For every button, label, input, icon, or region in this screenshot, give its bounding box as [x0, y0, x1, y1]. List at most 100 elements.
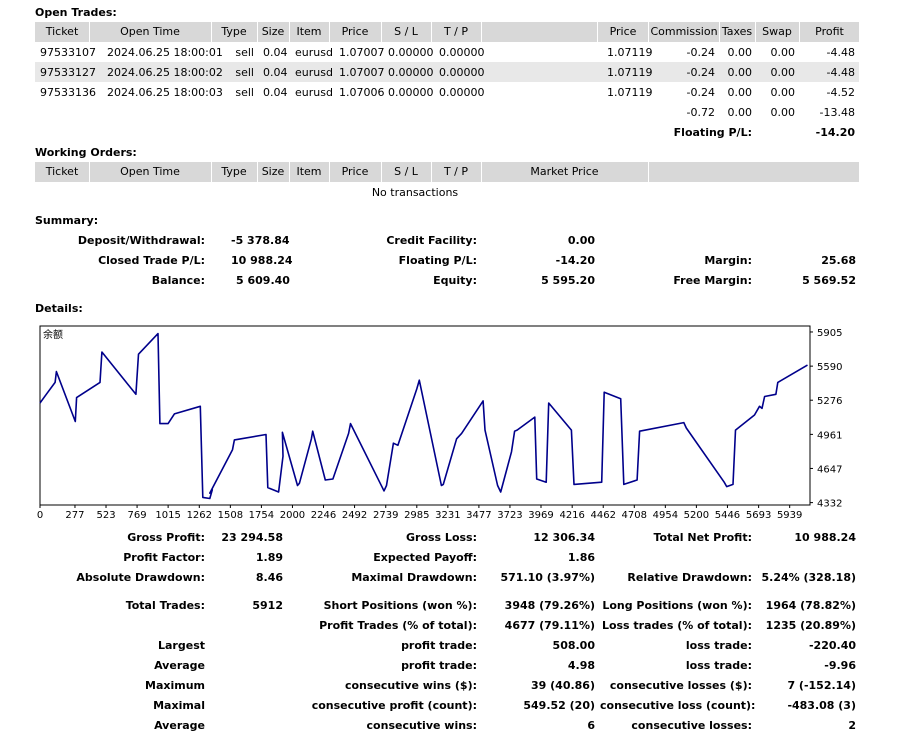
- stat-label: loss trade:: [685, 639, 752, 652]
- stat-value: -483.08 (3): [787, 699, 856, 712]
- stat-value: 1.89: [255, 551, 283, 564]
- credit-value: 0.00: [567, 234, 595, 247]
- open-trades-title: Open Trades:: [35, 6, 117, 19]
- stat-label: Gross Profit:: [127, 531, 205, 544]
- x-tick-label: 4216: [559, 510, 584, 521]
- col-size: Size: [261, 25, 285, 38]
- stat-value: 6: [587, 719, 595, 732]
- stat-value: 4.98: [567, 659, 595, 672]
- stat-value: 2: [848, 719, 856, 732]
- col-open-time: Open Time: [120, 165, 180, 178]
- stat-value: 5912: [252, 599, 283, 612]
- stat-label: profit trade:: [401, 639, 477, 652]
- deposit-label: Deposit/Withdrawal:: [77, 234, 205, 247]
- stat-value: 7 (-152.14): [787, 679, 856, 692]
- balance-chart: 余额 0 277 523 769 1015 1262 1508 1754 2000 2246 2492…: [35, 325, 858, 522]
- stat-label: Relative Drawdown:: [627, 571, 752, 584]
- x-tick-label: 5446: [715, 510, 740, 521]
- col-type: Type: [221, 25, 247, 38]
- x-tick-label: 277: [65, 510, 84, 521]
- stat-value: 12 306.34: [533, 531, 595, 544]
- total-profit: -13.48: [819, 106, 855, 119]
- cell-profit: -4.52: [826, 86, 855, 99]
- stat-label: consecutive profit (count):: [311, 699, 477, 712]
- working-orders-title: Working Orders:: [35, 146, 137, 159]
- equity-label: Equity:: [433, 274, 477, 287]
- free-margin-value: 5 569.52: [802, 274, 856, 287]
- col-commission: Commission: [650, 25, 718, 38]
- deposit-value: -5 378.84: [231, 234, 290, 247]
- stat-value: 571.10 (3.97%): [500, 571, 596, 584]
- col-type: Type: [221, 165, 247, 178]
- margin-label: Margin:: [704, 254, 752, 267]
- y-tick-label: 4647: [817, 464, 842, 475]
- col-item: Item: [296, 25, 322, 38]
- col-swap: Swap: [762, 25, 792, 38]
- totals-row: -0.72 0.00 0.00 -13.48: [35, 102, 859, 122]
- cell-size: 0.04: [263, 66, 288, 79]
- cell-open-time: 2024.06.25 18:00:03: [107, 86, 223, 99]
- cell-profit: -4.48: [826, 46, 855, 59]
- x-tick-label: 2000: [280, 510, 305, 521]
- stat-label: Maximal: [153, 699, 205, 712]
- margin-value: 25.68: [821, 254, 856, 267]
- stat-value: 4677 (79.11%): [504, 619, 595, 632]
- col-sl: S / L: [394, 25, 418, 38]
- col-ticket: Ticket: [45, 25, 79, 38]
- cell-item: eurusd: [295, 66, 333, 79]
- y-tick-label: 5905: [817, 328, 842, 339]
- table-row[interactable]: 97533107 2024.06.25 18:00:01 sell 0.04 e…: [35, 42, 859, 62]
- working-orders-header: Ticket Open Time Type Size Item Price S …: [35, 162, 859, 182]
- y-tick-label: 4332: [817, 499, 842, 510]
- cell-open-time: 2024.06.25 18:00:01: [107, 46, 223, 59]
- balance-label: Balance:: [151, 274, 205, 287]
- stat-label: Profit Factor:: [123, 551, 205, 564]
- floating-row: Floating P/L: -14.20: [35, 122, 859, 142]
- col-sl: S / L: [394, 165, 418, 178]
- cell-open-time: 2024.06.25 18:00:02: [107, 66, 223, 79]
- stat-value: 1964 (78.82%): [765, 599, 856, 612]
- stat-label: Expected Payoff:: [373, 551, 477, 564]
- x-tick-label: 5939: [777, 510, 802, 521]
- cell-sl: 0.00000: [388, 86, 434, 99]
- col-size: Size: [261, 165, 285, 178]
- balance-chart-svg: 余额 0 277 523 769 1015 1262 1508 1754 2000 2246 2492…: [37, 325, 842, 521]
- col-tp: T / P: [443, 25, 469, 38]
- table-row[interactable]: 97533136 2024.06.25 18:00:03 sell 0.04 e…: [35, 82, 859, 102]
- summary-floating-label: Floating P/L:: [398, 254, 477, 267]
- y-tick-label: 5276: [817, 396, 842, 407]
- col-market-price: Market Price: [530, 165, 599, 178]
- table-row[interactable]: 97533127 2024.06.25 18:00:02 sell 0.04 e…: [35, 62, 859, 82]
- stat-label: Loss trades (% of total):: [601, 619, 752, 632]
- stat-label: Average: [154, 719, 205, 732]
- cell-taxes: 0.00: [727, 46, 753, 59]
- stat-value: 39 (40.86): [531, 679, 595, 692]
- col-price2: Price: [609, 25, 637, 38]
- stat-label: Profit Trades (% of total):: [319, 619, 477, 632]
- stat-value: 10 988.24: [794, 531, 856, 544]
- floating-pl-value: -14.20: [815, 126, 855, 139]
- x-tick-label: 3723: [497, 510, 522, 521]
- col-price: Price: [341, 25, 369, 38]
- empty-message: No transactions: [371, 186, 459, 199]
- stat-value: -220.40: [808, 639, 856, 652]
- total-swap: 0.00: [770, 106, 796, 119]
- stat-label: consecutive losses:: [631, 719, 752, 732]
- col-tp: T / P: [443, 165, 469, 178]
- cell-tp: 0.00000: [439, 86, 485, 99]
- x-tick-label: 2492: [342, 510, 367, 521]
- x-tick-label: 1508: [218, 510, 243, 521]
- stat-value: -9.96: [824, 659, 856, 672]
- cell-ticket: 97533136: [40, 86, 96, 99]
- x-tick-label: 769: [128, 510, 147, 521]
- floating-pl-label: Floating P/L:: [673, 126, 752, 139]
- col-taxes: Taxes: [721, 25, 753, 38]
- stat-value: 549.52 (20): [523, 699, 595, 712]
- cell-market-price: 1.07119: [607, 46, 653, 59]
- x-tick-label: 1262: [187, 510, 212, 521]
- x-tick-label: 2739: [373, 510, 398, 521]
- stat-label: Total Trades:: [125, 599, 205, 612]
- cell-swap: 0.00: [770, 66, 796, 79]
- cell-taxes: 0.00: [727, 66, 753, 79]
- cell-commission: -0.24: [686, 86, 715, 99]
